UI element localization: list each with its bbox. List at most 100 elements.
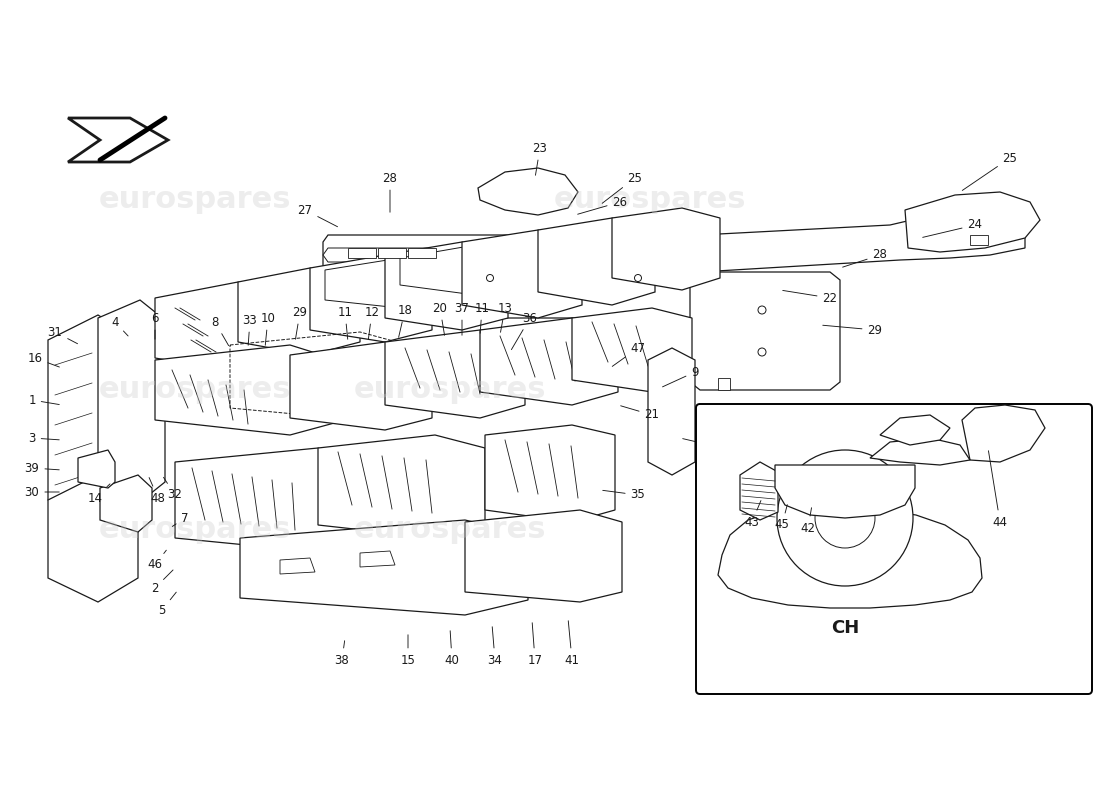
Text: 45: 45 bbox=[774, 505, 790, 531]
Text: 10: 10 bbox=[261, 311, 275, 346]
Polygon shape bbox=[290, 342, 432, 430]
Text: 28: 28 bbox=[383, 171, 397, 212]
Polygon shape bbox=[68, 118, 168, 162]
Text: eurospares: eurospares bbox=[354, 375, 547, 405]
Polygon shape bbox=[323, 248, 625, 262]
Text: 46: 46 bbox=[147, 550, 166, 571]
Text: 47: 47 bbox=[613, 342, 646, 366]
Text: 34: 34 bbox=[487, 626, 503, 666]
Polygon shape bbox=[323, 235, 705, 328]
Text: 31: 31 bbox=[47, 326, 77, 344]
Polygon shape bbox=[480, 318, 618, 405]
Text: 26: 26 bbox=[578, 195, 627, 214]
Polygon shape bbox=[905, 192, 1040, 252]
Text: 16: 16 bbox=[28, 351, 59, 367]
Text: 29: 29 bbox=[293, 306, 308, 339]
Text: 21: 21 bbox=[620, 406, 660, 422]
Text: eurospares: eurospares bbox=[99, 375, 292, 405]
Polygon shape bbox=[318, 435, 485, 538]
Text: 8: 8 bbox=[211, 315, 229, 346]
Polygon shape bbox=[465, 510, 622, 602]
Text: 3: 3 bbox=[29, 431, 59, 445]
Text: 2: 2 bbox=[152, 570, 173, 594]
Text: 13: 13 bbox=[497, 302, 513, 332]
Polygon shape bbox=[385, 242, 508, 330]
Polygon shape bbox=[400, 245, 490, 295]
Text: eurospares: eurospares bbox=[99, 515, 292, 545]
Text: 11: 11 bbox=[474, 302, 490, 334]
Polygon shape bbox=[240, 520, 528, 615]
Text: 44: 44 bbox=[989, 450, 1008, 529]
Polygon shape bbox=[98, 300, 165, 522]
Text: 17: 17 bbox=[528, 622, 542, 666]
Text: 39: 39 bbox=[24, 462, 59, 474]
Polygon shape bbox=[432, 252, 478, 325]
Text: 29: 29 bbox=[823, 323, 882, 337]
Text: 41: 41 bbox=[564, 621, 580, 666]
Polygon shape bbox=[408, 248, 436, 258]
Polygon shape bbox=[538, 218, 654, 305]
Text: 20: 20 bbox=[432, 302, 448, 335]
Polygon shape bbox=[700, 212, 1025, 272]
Text: 35: 35 bbox=[603, 489, 646, 502]
Text: 1: 1 bbox=[29, 394, 59, 406]
Circle shape bbox=[777, 450, 913, 586]
Polygon shape bbox=[740, 462, 778, 520]
Polygon shape bbox=[378, 248, 406, 258]
Text: 36: 36 bbox=[512, 311, 538, 350]
Text: CH: CH bbox=[830, 619, 859, 637]
Text: 24: 24 bbox=[923, 218, 982, 238]
Text: 40: 40 bbox=[444, 630, 460, 666]
Polygon shape bbox=[962, 405, 1045, 462]
Polygon shape bbox=[690, 272, 840, 390]
Polygon shape bbox=[175, 448, 368, 552]
Text: 25: 25 bbox=[962, 151, 1018, 190]
Text: 27: 27 bbox=[297, 203, 338, 226]
Polygon shape bbox=[78, 450, 116, 488]
Polygon shape bbox=[385, 330, 525, 418]
Polygon shape bbox=[155, 345, 338, 435]
Polygon shape bbox=[572, 308, 692, 392]
Polygon shape bbox=[360, 551, 395, 567]
Text: 38: 38 bbox=[334, 641, 350, 666]
Polygon shape bbox=[48, 475, 138, 602]
Polygon shape bbox=[485, 425, 615, 522]
Polygon shape bbox=[324, 258, 415, 308]
Polygon shape bbox=[970, 235, 988, 245]
Polygon shape bbox=[648, 348, 695, 475]
Text: 43: 43 bbox=[745, 501, 761, 529]
Text: eurospares: eurospares bbox=[553, 186, 746, 214]
Text: 32: 32 bbox=[164, 478, 183, 502]
Text: 37: 37 bbox=[454, 302, 470, 335]
Polygon shape bbox=[310, 255, 432, 342]
Polygon shape bbox=[238, 268, 360, 355]
Polygon shape bbox=[718, 378, 730, 390]
Text: 48: 48 bbox=[150, 478, 165, 505]
Text: 9: 9 bbox=[662, 366, 698, 387]
Text: 4: 4 bbox=[111, 315, 128, 336]
Text: 6: 6 bbox=[152, 311, 158, 339]
FancyBboxPatch shape bbox=[696, 404, 1092, 694]
Polygon shape bbox=[718, 508, 982, 608]
Polygon shape bbox=[48, 315, 138, 525]
Polygon shape bbox=[870, 438, 970, 465]
Text: 5: 5 bbox=[158, 592, 176, 617]
Text: 25: 25 bbox=[602, 171, 642, 203]
Text: 30: 30 bbox=[24, 486, 59, 498]
Text: 11: 11 bbox=[338, 306, 352, 339]
Polygon shape bbox=[462, 230, 582, 318]
Polygon shape bbox=[280, 558, 315, 574]
Polygon shape bbox=[100, 475, 152, 532]
Polygon shape bbox=[348, 248, 376, 258]
Text: eurospares: eurospares bbox=[99, 186, 292, 214]
Text: 23: 23 bbox=[532, 142, 548, 175]
Polygon shape bbox=[478, 168, 578, 215]
Text: 12: 12 bbox=[364, 306, 380, 339]
Text: eurospares: eurospares bbox=[354, 515, 547, 545]
Text: 14: 14 bbox=[88, 484, 110, 505]
Polygon shape bbox=[612, 208, 720, 290]
Text: 18: 18 bbox=[397, 303, 412, 338]
Text: 7: 7 bbox=[173, 511, 189, 526]
Text: 22: 22 bbox=[783, 290, 837, 305]
Text: 28: 28 bbox=[843, 249, 888, 267]
